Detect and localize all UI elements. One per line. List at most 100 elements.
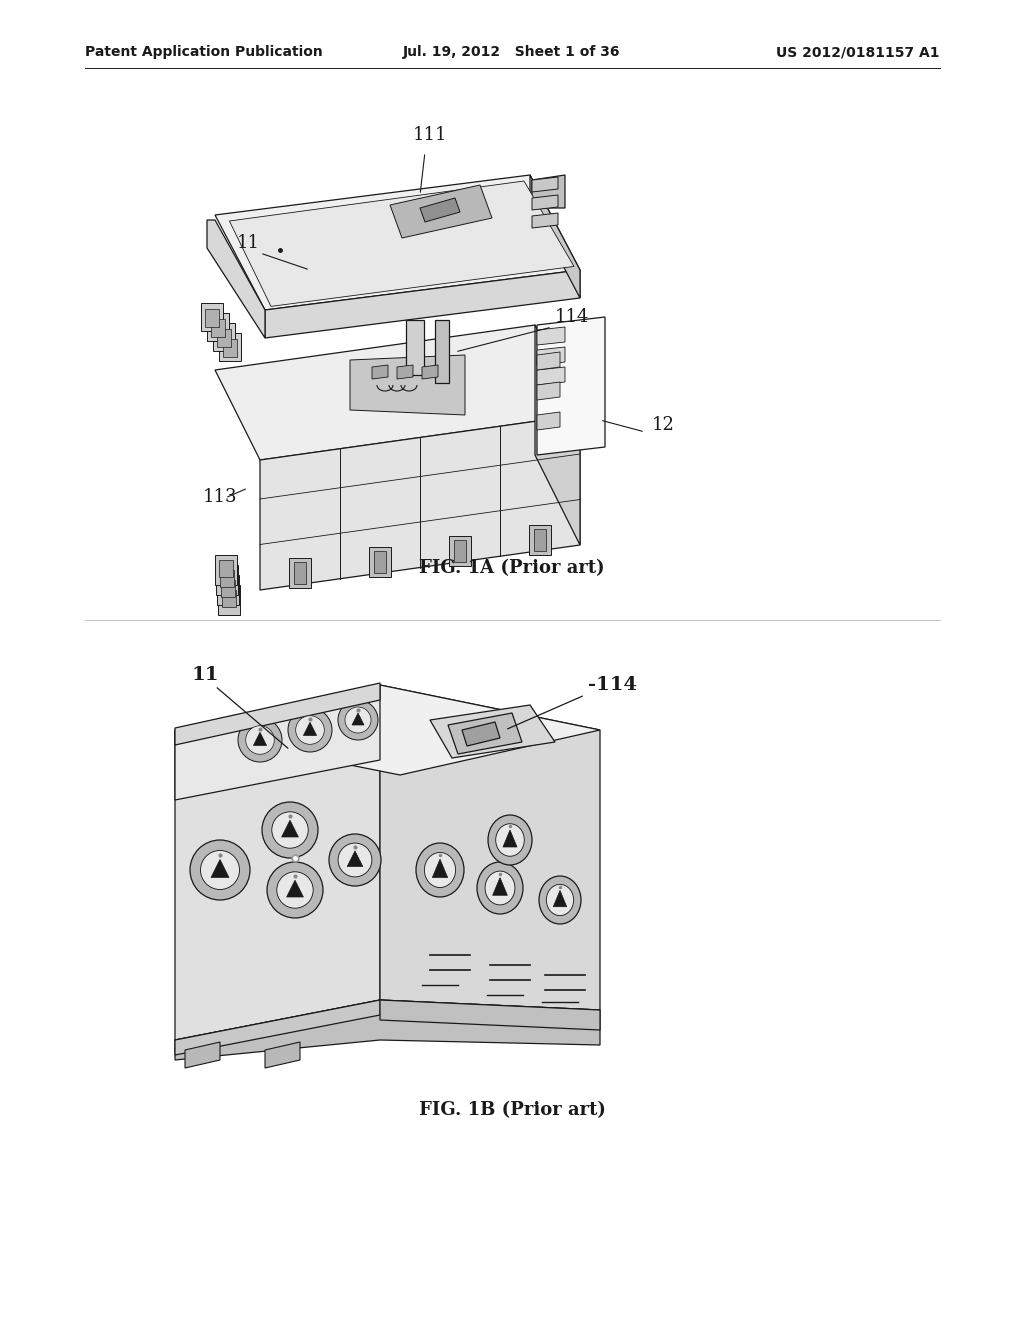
Polygon shape	[397, 366, 413, 379]
Polygon shape	[229, 181, 574, 306]
Polygon shape	[372, 366, 388, 379]
Polygon shape	[219, 333, 241, 360]
Polygon shape	[537, 327, 565, 345]
Polygon shape	[289, 558, 311, 589]
Text: FIG. 1A (Prior art): FIG. 1A (Prior art)	[419, 558, 605, 577]
Circle shape	[267, 862, 323, 917]
Ellipse shape	[488, 814, 532, 865]
Polygon shape	[217, 576, 239, 605]
Polygon shape	[430, 705, 555, 758]
Circle shape	[201, 850, 240, 890]
Polygon shape	[260, 414, 580, 590]
Circle shape	[288, 708, 332, 752]
Polygon shape	[221, 579, 234, 597]
Polygon shape	[222, 590, 236, 607]
Polygon shape	[537, 412, 560, 430]
Polygon shape	[553, 891, 566, 907]
Ellipse shape	[539, 876, 581, 924]
Polygon shape	[529, 524, 551, 554]
Polygon shape	[287, 880, 303, 898]
Ellipse shape	[416, 843, 464, 898]
Ellipse shape	[424, 853, 456, 887]
Polygon shape	[201, 304, 223, 331]
Text: FIG. 1B (Prior art): FIG. 1B (Prior art)	[419, 1101, 605, 1119]
Circle shape	[338, 843, 372, 876]
Polygon shape	[530, 176, 580, 298]
Polygon shape	[211, 859, 229, 878]
Circle shape	[345, 708, 371, 733]
Polygon shape	[532, 213, 558, 228]
Polygon shape	[369, 546, 391, 577]
Polygon shape	[537, 317, 605, 455]
Circle shape	[246, 726, 274, 754]
Polygon shape	[215, 176, 580, 310]
Ellipse shape	[496, 824, 524, 857]
Polygon shape	[265, 271, 580, 338]
Ellipse shape	[477, 862, 523, 913]
Polygon shape	[175, 1001, 600, 1060]
Polygon shape	[175, 682, 380, 744]
Polygon shape	[374, 552, 386, 573]
Polygon shape	[175, 1001, 380, 1055]
Text: Patent Application Publication: Patent Application Publication	[85, 45, 323, 59]
Polygon shape	[380, 1001, 600, 1030]
Text: 12: 12	[652, 416, 675, 434]
Polygon shape	[223, 339, 237, 356]
Polygon shape	[347, 851, 362, 866]
Polygon shape	[493, 878, 507, 895]
Polygon shape	[432, 859, 447, 878]
Polygon shape	[215, 554, 237, 585]
Text: 11: 11	[191, 667, 219, 684]
Text: 111: 111	[413, 125, 447, 144]
Polygon shape	[435, 319, 449, 383]
Polygon shape	[537, 367, 565, 385]
Polygon shape	[462, 722, 500, 746]
Polygon shape	[205, 309, 219, 327]
Polygon shape	[535, 325, 580, 545]
Polygon shape	[532, 177, 558, 191]
Polygon shape	[406, 319, 424, 375]
Circle shape	[238, 718, 282, 762]
Text: 11: 11	[237, 234, 259, 252]
Polygon shape	[215, 325, 580, 459]
Text: 113: 113	[203, 488, 238, 506]
Text: US 2012/0181157 A1: US 2012/0181157 A1	[776, 45, 940, 59]
Text: -114: -114	[588, 676, 637, 694]
Polygon shape	[503, 830, 517, 847]
Polygon shape	[454, 540, 466, 562]
Polygon shape	[282, 820, 298, 837]
Ellipse shape	[547, 884, 573, 916]
Polygon shape	[207, 313, 229, 341]
Text: 114: 114	[555, 308, 590, 326]
Polygon shape	[211, 319, 225, 337]
Polygon shape	[537, 352, 560, 370]
Polygon shape	[420, 198, 460, 222]
Polygon shape	[216, 565, 238, 595]
Polygon shape	[537, 381, 560, 400]
Polygon shape	[175, 685, 380, 1040]
Circle shape	[338, 700, 378, 741]
Polygon shape	[390, 185, 492, 238]
Polygon shape	[220, 570, 234, 587]
Polygon shape	[217, 329, 231, 347]
Polygon shape	[190, 696, 400, 1010]
Polygon shape	[380, 685, 600, 1010]
Polygon shape	[449, 536, 471, 566]
Circle shape	[262, 803, 318, 858]
Polygon shape	[537, 347, 565, 366]
Polygon shape	[207, 220, 265, 338]
Circle shape	[190, 840, 250, 900]
Polygon shape	[175, 685, 380, 800]
Polygon shape	[265, 1041, 300, 1068]
Polygon shape	[218, 585, 240, 615]
Polygon shape	[185, 1041, 220, 1068]
Polygon shape	[532, 195, 558, 210]
Text: Jul. 19, 2012   Sheet 1 of 36: Jul. 19, 2012 Sheet 1 of 36	[403, 45, 621, 59]
Polygon shape	[219, 560, 233, 577]
Polygon shape	[352, 713, 364, 725]
Polygon shape	[534, 528, 546, 550]
Polygon shape	[303, 722, 316, 735]
Polygon shape	[532, 176, 565, 209]
Polygon shape	[294, 562, 306, 585]
Circle shape	[271, 812, 308, 849]
